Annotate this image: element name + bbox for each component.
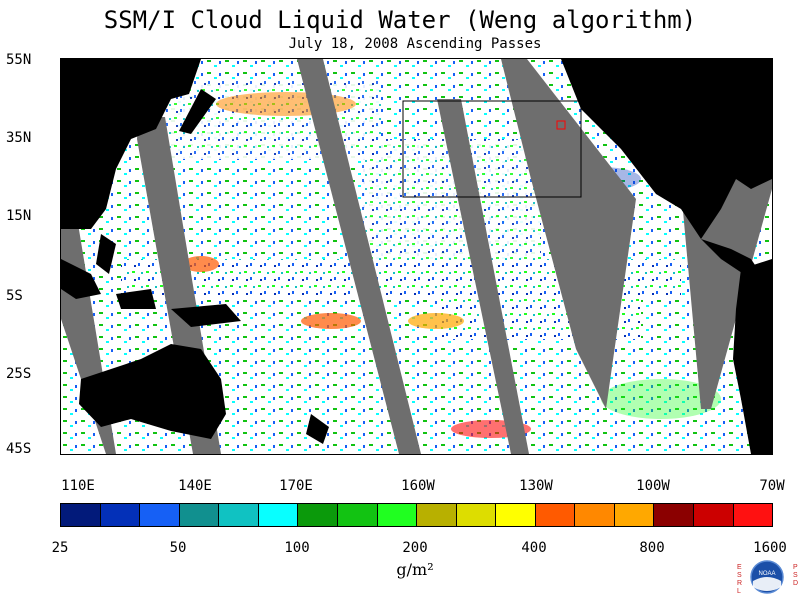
colorbar-segment	[456, 504, 497, 526]
colorbar-units: g/m²	[396, 560, 434, 579]
colorbar-segment	[298, 504, 338, 526]
x-tick-label: 160W	[401, 478, 435, 494]
land-masses	[61, 59, 772, 454]
colorbar-segment	[219, 504, 259, 526]
map-title: SSM/I Cloud Liquid Water (Weng algorithm…	[103, 6, 697, 34]
colorbar-label: 25	[51, 540, 69, 556]
y-tick-label: 45S	[6, 441, 32, 457]
colorbar-label: 400	[521, 540, 547, 556]
cloud-water-map	[61, 59, 772, 454]
colorbar-segment	[140, 504, 180, 526]
colorbar-label: 200	[402, 540, 428, 556]
region-box	[402, 100, 582, 198]
x-tick-label: 140E	[178, 478, 212, 494]
colorbar-segment	[535, 504, 576, 526]
colorbar-label: 1600	[753, 540, 787, 556]
colorbar-label: 800	[639, 540, 665, 556]
colorbar-segment	[258, 504, 299, 526]
y-tick-label: 35N	[6, 130, 32, 146]
colorbar-label: 100	[284, 540, 310, 556]
x-tick-label: 130W	[519, 478, 553, 494]
x-tick-label: 110E	[61, 478, 95, 494]
colorbar-segment	[337, 504, 378, 526]
y-tick-label: 5S	[6, 288, 23, 304]
colorbar-segment	[654, 504, 694, 526]
colorbar-segment	[61, 504, 101, 526]
colorbar-segment	[417, 504, 457, 526]
colorbar-segment	[179, 504, 220, 526]
x-tick-label: 170E	[279, 478, 313, 494]
marker-box	[556, 120, 566, 130]
y-tick-label: 55N	[6, 52, 32, 68]
map-subtitle: July 18, 2008 Ascending Passes	[288, 36, 542, 52]
colorbar-label: 50	[169, 540, 187, 556]
colorbar-segment	[496, 504, 536, 526]
x-tick-label: 100W	[636, 478, 670, 494]
x-tick-label: 70W	[759, 478, 785, 494]
noaa-text: NOAA	[758, 571, 775, 577]
colorbar-segment	[100, 504, 141, 526]
colorbar	[60, 503, 773, 527]
colorbar-segment	[377, 504, 418, 526]
colorbar-segment	[694, 504, 734, 526]
colorbar-segment	[575, 504, 615, 526]
colorbar-segment	[733, 504, 773, 526]
y-tick-label: 25S	[6, 366, 32, 382]
y-tick-label: 15N	[6, 208, 32, 224]
colorbar-segment	[614, 504, 655, 526]
map-panel	[60, 58, 773, 455]
